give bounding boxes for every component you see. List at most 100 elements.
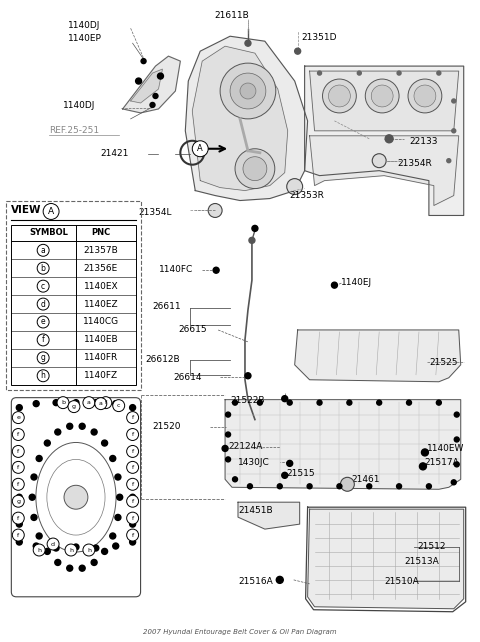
Text: 1140EB: 1140EB (84, 335, 118, 344)
Circle shape (100, 397, 112, 408)
Circle shape (282, 473, 288, 478)
Circle shape (44, 440, 50, 446)
Circle shape (340, 477, 354, 491)
Circle shape (287, 178, 302, 195)
Circle shape (317, 400, 322, 405)
Text: 1140DJ: 1140DJ (63, 101, 96, 110)
Text: 1140EJ: 1140EJ (341, 278, 372, 287)
Text: 21353R: 21353R (290, 191, 324, 200)
Circle shape (347, 400, 352, 405)
Circle shape (452, 129, 456, 133)
Circle shape (127, 512, 139, 524)
Circle shape (130, 404, 136, 411)
Polygon shape (225, 400, 461, 489)
Circle shape (408, 79, 442, 113)
Circle shape (91, 429, 97, 435)
Text: 21611B: 21611B (215, 12, 250, 21)
Circle shape (226, 432, 230, 437)
Text: A: A (197, 144, 203, 153)
Circle shape (436, 400, 441, 405)
Text: g: g (41, 353, 46, 362)
Circle shape (91, 559, 97, 566)
Text: f: f (132, 415, 134, 420)
Circle shape (245, 40, 251, 46)
Circle shape (287, 460, 293, 466)
Text: h: h (41, 371, 46, 380)
Circle shape (371, 85, 393, 107)
Circle shape (337, 484, 342, 489)
Text: 21515: 21515 (287, 469, 315, 478)
Circle shape (37, 316, 49, 328)
Text: 26614: 26614 (173, 373, 202, 382)
Circle shape (257, 400, 263, 405)
Circle shape (115, 514, 121, 521)
Circle shape (222, 446, 228, 451)
Circle shape (83, 397, 95, 408)
Text: 1140FC: 1140FC (158, 265, 193, 274)
Circle shape (12, 428, 24, 440)
Bar (12, 225, 136, 385)
Circle shape (249, 238, 255, 243)
Circle shape (67, 423, 72, 429)
Circle shape (37, 352, 49, 364)
Circle shape (282, 395, 288, 402)
Text: 1430JC: 1430JC (238, 458, 270, 467)
Circle shape (213, 267, 219, 273)
Circle shape (37, 298, 49, 310)
Text: 1140FR: 1140FR (84, 353, 118, 362)
Text: 1140FZ: 1140FZ (84, 371, 118, 380)
Circle shape (33, 543, 39, 549)
Circle shape (95, 397, 107, 410)
Polygon shape (305, 66, 464, 216)
Text: a: a (87, 400, 91, 405)
Circle shape (53, 545, 59, 551)
Text: a: a (99, 401, 103, 406)
Text: 21357B: 21357B (84, 246, 118, 255)
Circle shape (53, 400, 59, 406)
Circle shape (397, 71, 401, 75)
Text: c: c (41, 282, 45, 291)
Circle shape (454, 462, 459, 467)
Text: SYMBOL: SYMBOL (29, 229, 68, 238)
Text: 1140EZ: 1140EZ (84, 300, 118, 309)
Text: f: f (105, 400, 107, 405)
Circle shape (102, 548, 108, 555)
Circle shape (117, 494, 123, 500)
Circle shape (226, 412, 230, 417)
Text: 21354R: 21354R (397, 159, 432, 168)
Circle shape (127, 428, 139, 440)
Text: 21461: 21461 (351, 475, 380, 484)
Circle shape (407, 400, 411, 405)
Circle shape (385, 135, 393, 143)
Circle shape (16, 521, 22, 527)
Text: b: b (41, 264, 46, 273)
Polygon shape (295, 330, 461, 382)
Circle shape (153, 94, 158, 98)
Text: h: h (37, 548, 41, 553)
Text: A: A (48, 207, 54, 216)
Circle shape (136, 78, 142, 84)
Circle shape (421, 449, 429, 456)
Circle shape (113, 401, 119, 406)
Circle shape (220, 63, 276, 119)
Text: f: f (42, 335, 45, 344)
Circle shape (102, 440, 108, 446)
Text: f: f (17, 516, 19, 521)
Text: 21520: 21520 (153, 422, 181, 431)
Text: b: b (61, 400, 65, 405)
Circle shape (93, 545, 99, 551)
Text: 21421: 21421 (101, 149, 129, 158)
Circle shape (287, 400, 292, 405)
Circle shape (232, 477, 238, 482)
Polygon shape (131, 69, 162, 103)
Text: d: d (51, 542, 55, 546)
Circle shape (37, 280, 49, 292)
Polygon shape (308, 509, 464, 609)
Circle shape (323, 79, 356, 113)
Circle shape (16, 494, 22, 500)
Polygon shape (238, 502, 300, 529)
Text: 22124A: 22124A (228, 442, 263, 451)
Circle shape (396, 484, 402, 489)
Circle shape (157, 73, 164, 79)
Text: 21356E: 21356E (84, 264, 118, 273)
